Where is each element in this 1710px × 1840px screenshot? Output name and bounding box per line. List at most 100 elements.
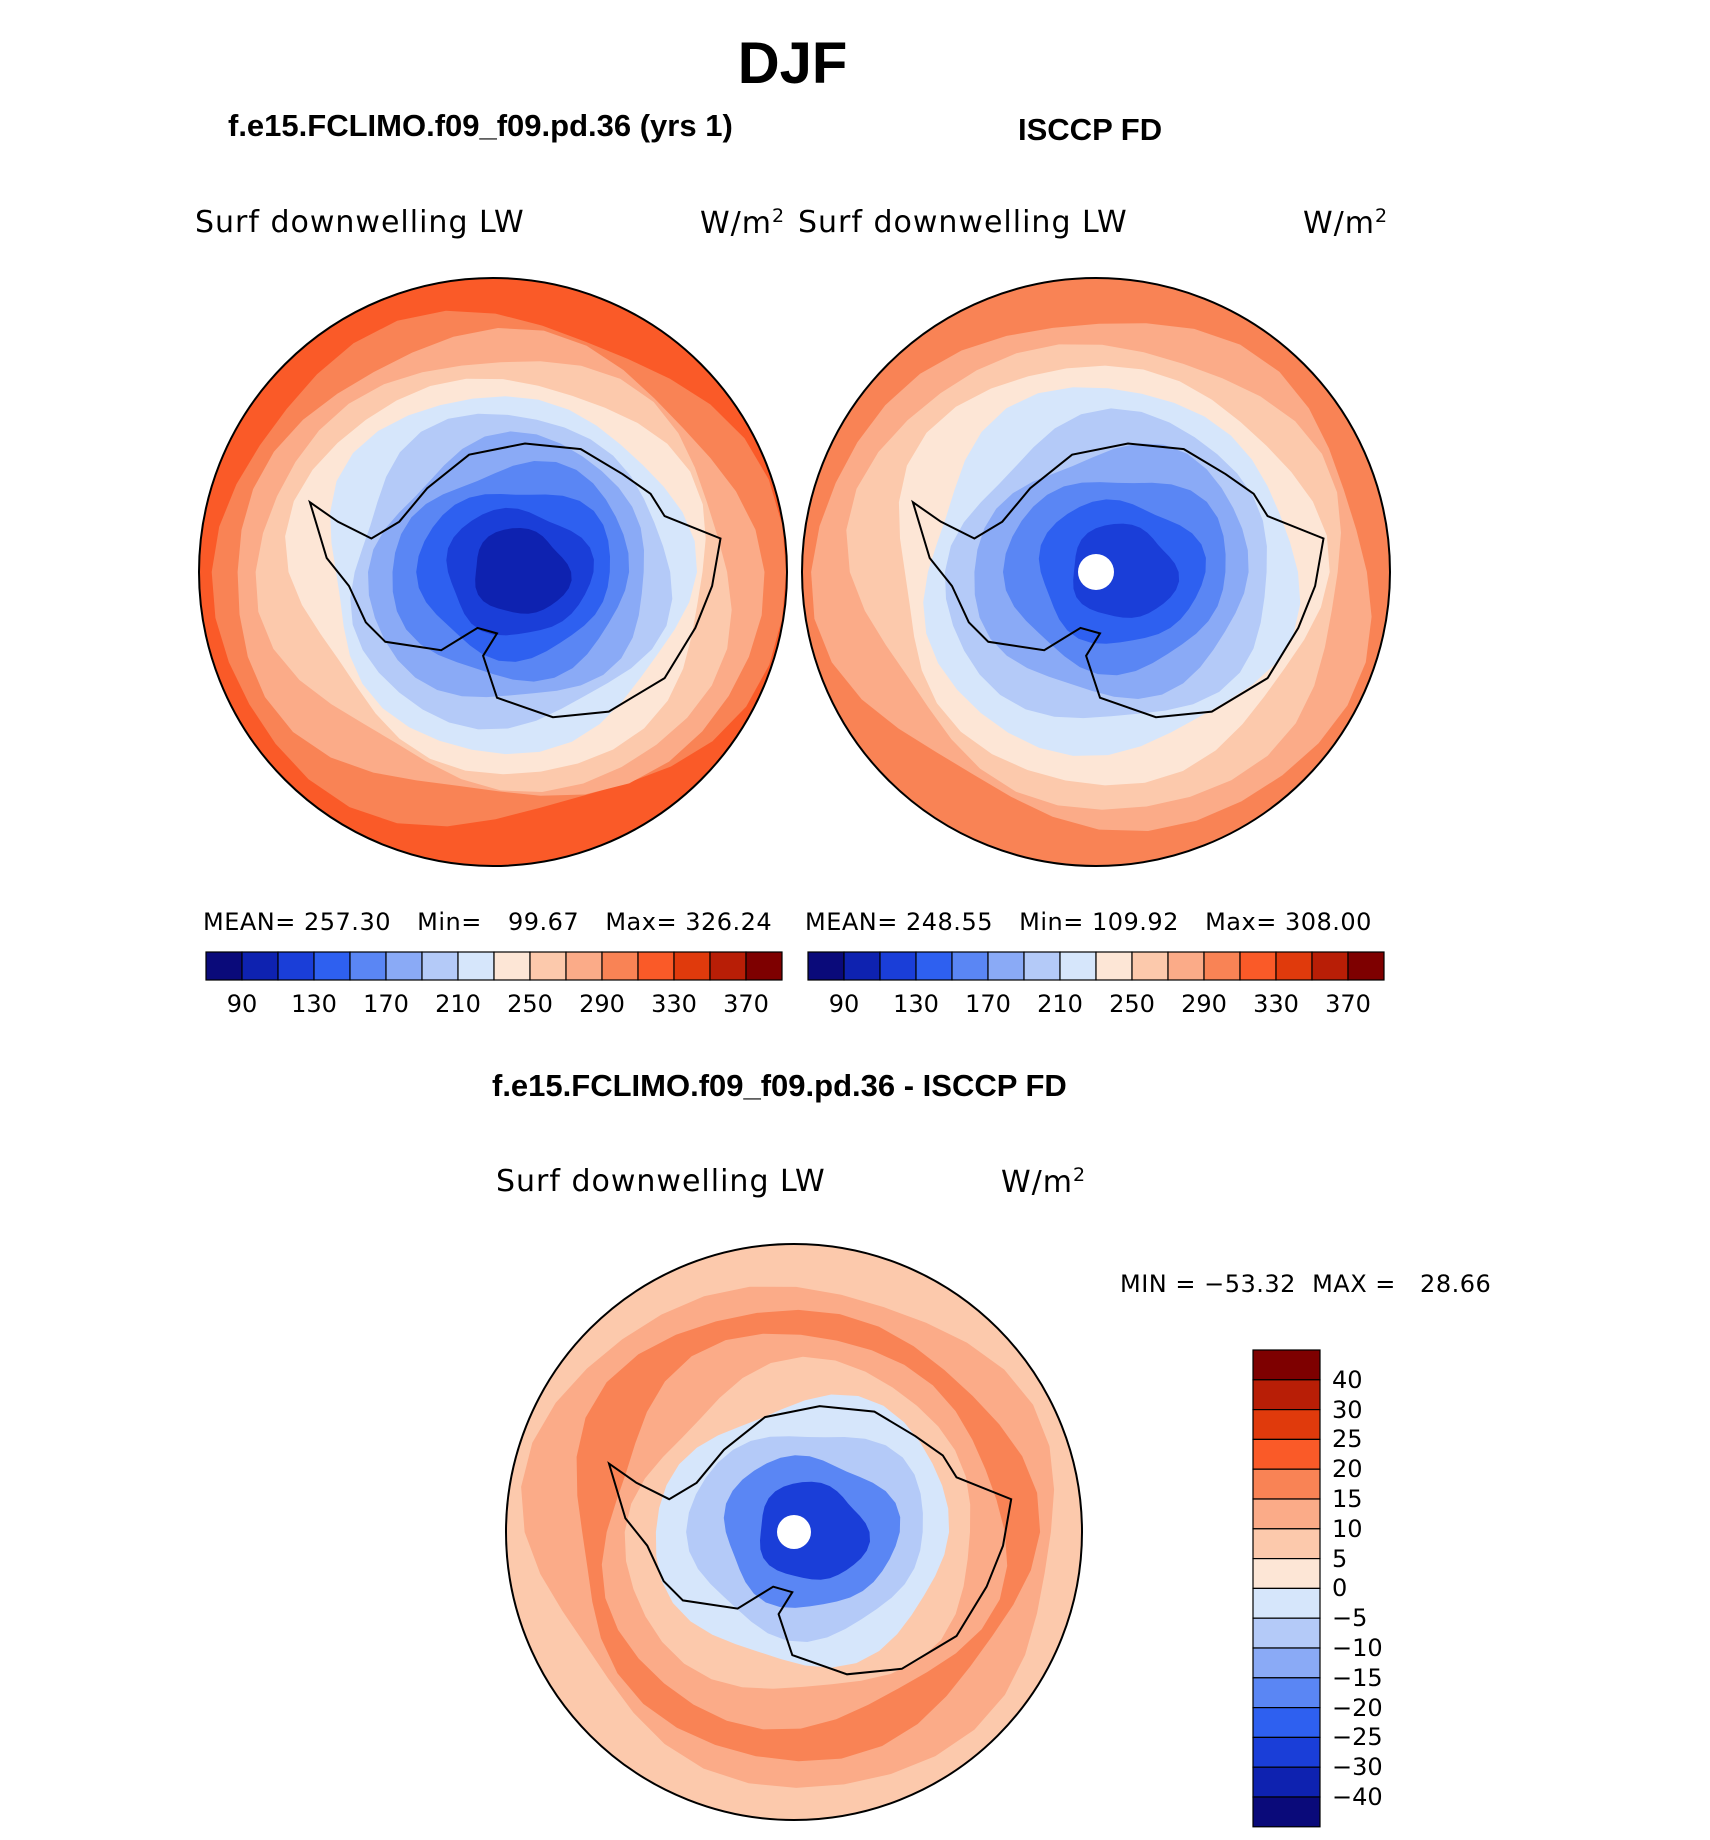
- diff-colorbar-box: [1252, 1379, 1321, 1411]
- diff-units-label: W/m2: [1001, 1164, 1086, 1200]
- obs-units-exponent: 2: [1375, 205, 1389, 227]
- diff-colorbar-box: [1252, 1349, 1321, 1381]
- obs-colorbar-tick: 130: [893, 990, 939, 1018]
- diff-colorbar-tick: 40: [1332, 1365, 1363, 1394]
- diff-colorbar-box: [1252, 1647, 1321, 1679]
- diff-colorbar-tick: 20: [1332, 1455, 1363, 1484]
- obs-max-value: 308.00: [1284, 908, 1372, 936]
- obs-contour-band: [1073, 523, 1180, 618]
- model-stats: MEAN= 257.30 Min= 99.67 Max= 326.24: [203, 908, 772, 936]
- obs-units-label: W/m2: [1303, 205, 1388, 241]
- diff-contour-band: [760, 1481, 870, 1580]
- diff-colorbar-box: [1252, 1736, 1321, 1768]
- model-colorbar-box: [205, 951, 243, 981]
- obs-colorbar-box: [1023, 951, 1061, 981]
- model-colorbar-box: [745, 951, 783, 981]
- diff-panel-title: f.e15.FCLIMO.f09_f09.pd.36 - ISCCP FD: [492, 1068, 1067, 1103]
- model-colorbar-box: [277, 951, 315, 981]
- diff-max-label: MAX =: [1312, 1270, 1396, 1298]
- obs-colorbar-box: [843, 951, 881, 981]
- obs-colorbar-box: [1347, 951, 1385, 981]
- obs-colorbar-box: [1095, 951, 1133, 981]
- diff-colorbar-box: [1252, 1557, 1321, 1589]
- model-colorbar-box: [493, 951, 531, 981]
- diff-colorbar-tick: 0: [1332, 1574, 1348, 1603]
- model-colorbar-box: [241, 951, 279, 981]
- model-contour-band: [475, 528, 572, 614]
- obs-colorbar-tick: 330: [1253, 990, 1299, 1018]
- model-colorbar-box: [637, 951, 675, 981]
- diff-stats: MIN = −53.32 MAX = 28.66: [1120, 1270, 1491, 1298]
- diff-colorbar-box: [1252, 1528, 1321, 1560]
- diff-units-exponent: 2: [1073, 1164, 1087, 1186]
- diff-max-value: 28.66: [1420, 1270, 1492, 1298]
- model-min-label: Min=: [417, 908, 482, 936]
- obs-stats: MEAN= 248.55 Min= 109.92 Max= 308.00: [805, 908, 1372, 936]
- diff-colorbar-box: [1252, 1498, 1321, 1530]
- diff-colorbar-tick: 30: [1332, 1395, 1363, 1424]
- diff-coastline: [607, 1405, 1013, 1676]
- model-mean-label: MEAN=: [203, 908, 296, 936]
- model-mean-value: 257.30: [304, 908, 391, 936]
- diff-colorbar-tick: −5: [1332, 1604, 1368, 1633]
- obs-panel-title: ISCCP FD: [1018, 112, 1163, 147]
- obs-colorbar-box: [915, 951, 953, 981]
- model-colorbar-box: [673, 951, 711, 981]
- diff-missing-pole: [777, 1515, 811, 1549]
- diff-units-text: W/m: [1001, 1165, 1073, 1200]
- model-units-label: W/m2: [700, 205, 785, 241]
- diff-map: [506, 1244, 1082, 1820]
- model-variable-label: Surf downwelling LW: [195, 205, 525, 240]
- diff-colorbar-tick: −20: [1332, 1693, 1383, 1722]
- model-map-border: [198, 277, 788, 867]
- obs-colorbar-box: [987, 951, 1025, 981]
- diff-colorbar-tick: −25: [1332, 1723, 1383, 1752]
- obs-colorbar-box: [1131, 951, 1169, 981]
- diff-colorbar-box: [1252, 1677, 1321, 1709]
- diff-colorbar-box: [1252, 1766, 1321, 1798]
- obs-missing-pole: [1078, 554, 1114, 590]
- obs-colorbar-tick: 210: [1037, 990, 1083, 1018]
- model-map: [199, 278, 787, 866]
- obs-map-border: [801, 277, 1391, 867]
- diff-colorbar-tick: −40: [1332, 1783, 1383, 1811]
- model-coastline: [308, 442, 722, 719]
- diff-min-label: MIN =: [1120, 1270, 1196, 1298]
- obs-colorbar-box: [951, 951, 989, 981]
- obs-colorbar-tick: 370: [1325, 990, 1371, 1018]
- model-colorbar-tick: 250: [507, 990, 553, 1018]
- model-colorbar-box: [565, 951, 603, 981]
- obs-colorbar-tick: 90: [828, 990, 860, 1018]
- obs-max-label: Max=: [1205, 908, 1277, 936]
- diff-colorbar-box: [1252, 1468, 1321, 1500]
- model-colorbar-tick: 330: [651, 990, 697, 1018]
- obs-colorbar-box: [1059, 951, 1097, 981]
- model-colorbar-box: [529, 951, 567, 981]
- obs-colorbar-box: [1167, 951, 1205, 981]
- obs-colorbar-tick: 290: [1181, 990, 1227, 1018]
- model-colorbar-box: [601, 951, 639, 981]
- obs-colorbar-box: [1203, 951, 1241, 981]
- diff-colorbar-tick: 25: [1332, 1425, 1363, 1454]
- diff-colorbar-tick: 15: [1332, 1485, 1363, 1513]
- diff-colorbar-box: [1252, 1438, 1321, 1470]
- obs-colorbar-tick: 250: [1109, 990, 1155, 1018]
- model-colorbar-tick: 170: [363, 990, 409, 1018]
- obs-min-label: Min=: [1019, 908, 1084, 936]
- obs-colorbar-tick: 170: [965, 990, 1011, 1018]
- diff-colorbar-tick: 10: [1332, 1514, 1363, 1543]
- obs-colorbar-box: [1311, 951, 1349, 981]
- model-colorbar-box: [709, 951, 747, 981]
- figure-title: DJF: [737, 31, 848, 96]
- model-max-label: Max=: [605, 908, 678, 936]
- diff-colorbar-tick: −15: [1332, 1663, 1383, 1692]
- diff-colorbar-tick: −30: [1332, 1753, 1383, 1782]
- model-colorbar-box: [457, 951, 495, 981]
- diff-colorbar-box: [1252, 1408, 1321, 1440]
- obs-colorbar-box: [1239, 951, 1277, 981]
- model-colorbar-tick: 290: [579, 990, 625, 1018]
- diff-colorbar: [1252, 1349, 1321, 1828]
- diff-colorbar-box: [1252, 1617, 1321, 1649]
- model-min-value: 99.67: [507, 908, 580, 936]
